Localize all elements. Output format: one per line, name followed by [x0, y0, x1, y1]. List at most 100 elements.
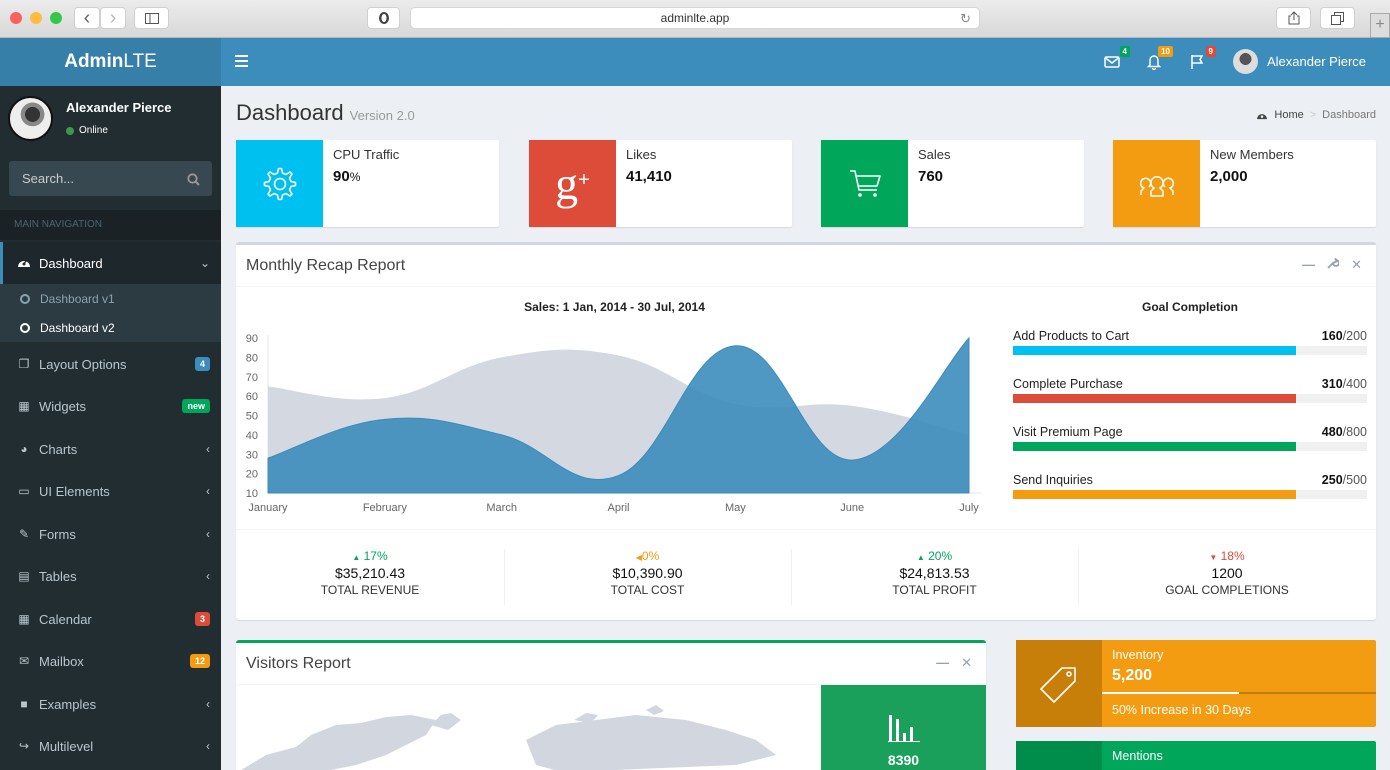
close-icon[interactable]: ✕: [1351, 257, 1362, 272]
minimize-icon[interactable]: —: [936, 655, 950, 670]
progress-bar: [1013, 346, 1367, 355]
svg-text:50: 50: [246, 411, 258, 423]
chevron-down-icon: ⌄: [199, 256, 210, 270]
reload-icon[interactable]: ↻: [960, 11, 971, 26]
close-window-button[interactable]: [10, 12, 22, 24]
pie-chart-icon: ◕: [20, 442, 28, 456]
goal-label: Complete Purchase: [1013, 377, 1123, 391]
files-icon: ❐: [18, 357, 30, 371]
stat-total-cost: ◀0% $10,390.90 TOTAL COST: [504, 549, 791, 605]
sidebar: Alexander Pierce Online Search... MAIN N…: [0, 86, 221, 770]
close-icon[interactable]: ✕: [961, 655, 972, 670]
search-icon[interactable]: [187, 161, 200, 196]
stat-amount: $10,390.90: [612, 565, 683, 581]
app-logo[interactable]: AdminLTE: [0, 38, 221, 86]
sidebar-item-ui-elements[interactable]: ▭ UI Elements ‹: [0, 470, 221, 512]
forward-button[interactable]: ›: [100, 7, 126, 29]
sidebar-item-layout-options[interactable]: ❐ Layout Options 4: [0, 343, 221, 385]
privacy-button[interactable]: [367, 7, 400, 29]
goal-label: Send Inquiries: [1013, 473, 1093, 487]
sidebar-user-name: Alexander Pierce: [66, 100, 172, 115]
sidebar-item-label: Charts: [39, 441, 78, 457]
grid-icon: ▦: [18, 399, 30, 413]
goal-progress-visit-premium: Visit Premium Page 480/800: [1013, 425, 1367, 451]
info-box-label: New Members: [1210, 147, 1294, 162]
svg-text:June: June: [840, 502, 864, 514]
sidebar-item-mailbox[interactable]: ✉ Mailbox 12: [0, 640, 221, 682]
inventory-description: 50% Increase in 30 Days: [1112, 703, 1251, 717]
sidebar-item-examples[interactable]: ■ Examples ‹: [0, 683, 221, 725]
svg-text:April: April: [607, 502, 629, 514]
sidebar-item-widgets[interactable]: ▦ Widgets new: [0, 385, 221, 427]
tag-icon: [1016, 640, 1102, 727]
breadcrumb-home-link[interactable]: Home: [1274, 109, 1304, 121]
breadcrumb-current: Dashboard: [1322, 109, 1376, 121]
maximize-window-button[interactable]: [50, 12, 62, 24]
caret-down-icon: ▼: [1209, 553, 1218, 562]
caret-left-icon: ◀: [635, 553, 642, 562]
goal-completion-title: Goal Completion: [1142, 300, 1238, 314]
info-box-value: 2,000: [1210, 168, 1248, 185]
messages-button[interactable]: 4: [1104, 46, 1130, 72]
sidebar-item-label: Calendar: [39, 611, 92, 627]
svg-text:80: 80: [246, 352, 258, 364]
laptop-icon: ▭: [18, 484, 30, 498]
page-title: Dashboard Version 2.0: [236, 100, 415, 126]
share-icon: [1288, 11, 1299, 25]
progress-bar: [1013, 490, 1367, 499]
sidebar-item-forms[interactable]: ✎ Forms ‹: [0, 513, 221, 555]
breadcrumb: Home > Dashboard: [1256, 109, 1376, 121]
stat-percentage: ▲ 20%: [916, 549, 953, 563]
svg-text:40: 40: [246, 430, 258, 442]
goal-label: Add Products to Cart: [1013, 329, 1130, 343]
share-button[interactable]: [1276, 7, 1311, 29]
address-bar[interactable]: adminlte.app ↻: [410, 7, 980, 29]
sidebar-item-charts[interactable]: ◕ Charts ‹: [0, 428, 221, 470]
minimize-icon[interactable]: —: [1302, 257, 1316, 272]
online-dot-icon: [66, 126, 74, 135]
info-box-likes: g + Likes 41,410: [529, 140, 792, 227]
sidebar-item-dashboard[interactable]: Dashboard ⌄: [0, 242, 221, 284]
chevron-right-icon: ›: [109, 7, 117, 29]
mentions-label: Mentions: [1112, 749, 1163, 763]
wrench-icon[interactable]: [1327, 257, 1340, 273]
sidebar-toggle-icon[interactable]: [235, 55, 248, 67]
tabs-button[interactable]: [1320, 7, 1355, 29]
sidebar-toggle-button[interactable]: [134, 7, 169, 29]
user-menu[interactable]: Alexander Pierce: [1233, 49, 1366, 74]
svg-text:January: January: [248, 502, 288, 514]
shield-icon: [378, 12, 389, 24]
caret-up-icon: ▲: [352, 553, 361, 562]
notifications-button[interactable]: 10: [1146, 46, 1173, 72]
svg-text:20: 20: [246, 469, 258, 481]
divider: [1078, 549, 1079, 605]
stat-total-profit: ▲ 20% $24,813.53 TOTAL PROFIT: [791, 549, 1078, 605]
stat-label: TOTAL COST: [610, 583, 685, 597]
widgets-badge: new: [182, 399, 210, 413]
sidebar-item-multilevel[interactable]: ↪ Multilevel ‹: [0, 725, 221, 767]
chevron-left-icon: ‹: [206, 697, 210, 711]
shopping-cart-icon: [821, 140, 908, 227]
divider: [791, 549, 792, 605]
sidebar-item-tables[interactable]: ▤ Tables ‹: [0, 555, 221, 597]
back-button[interactable]: ‹: [74, 7, 100, 29]
box-header: Monthly Recap Report — ✕: [236, 245, 1376, 287]
sidebar-search-input[interactable]: Search...: [9, 161, 212, 196]
chevron-left-icon: ‹: [206, 569, 210, 583]
sidebar-item-dashboard-v1[interactable]: Dashboard v1: [20, 284, 115, 313]
progress-bar: [1013, 394, 1367, 403]
sidebar-item-label: Examples: [39, 696, 97, 712]
sidebar-item-label: Forms: [39, 526, 76, 542]
search-placeholder: Search...: [22, 171, 75, 186]
minimize-window-button[interactable]: [30, 12, 42, 24]
logo-light: LTE: [123, 51, 157, 72]
sidebar-item-dashboard-v2[interactable]: Dashboard v2: [20, 313, 115, 342]
sidebar-item-calendar[interactable]: ▦ Calendar 3: [0, 598, 221, 640]
sidebar-item-label: Dashboard v2: [40, 320, 115, 335]
new-tab-button[interactable]: +: [1370, 13, 1390, 38]
logo-bold: Admin: [64, 51, 124, 72]
svg-text:60: 60: [246, 391, 258, 403]
tasks-button[interactable]: 9: [1190, 46, 1216, 72]
circle-icon: [20, 293, 30, 304]
info-box-value: 90%: [333, 168, 361, 185]
